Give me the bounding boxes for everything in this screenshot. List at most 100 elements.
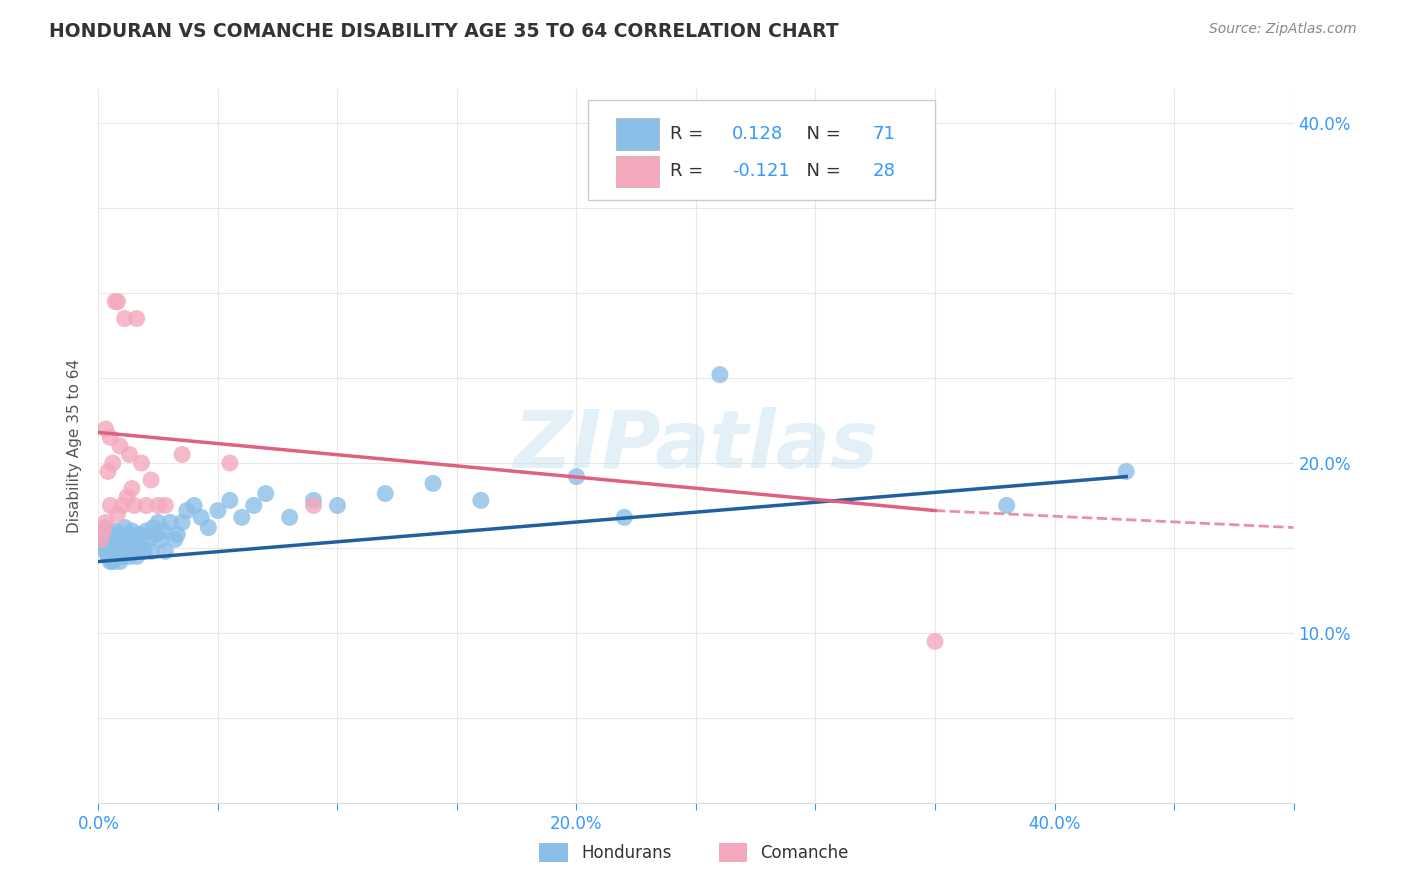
Point: [104, 549, 127, 564]
Point: [98, 555, 122, 569]
Point: [124, 544, 146, 558]
Point: [115, 544, 138, 558]
Point: [172, 448, 194, 462]
Point: [107, 507, 129, 521]
Point: [121, 533, 143, 547]
Text: -0.121: -0.121: [733, 162, 790, 180]
Point: [995, 499, 1018, 513]
Point: [98, 544, 122, 558]
Point: [118, 537, 141, 551]
Point: [149, 533, 172, 547]
Point: [159, 516, 181, 530]
Point: [231, 510, 253, 524]
Point: [172, 516, 194, 530]
Point: [108, 527, 131, 541]
Point: [613, 510, 636, 524]
Point: [115, 527, 138, 541]
Point: [197, 520, 219, 534]
Point: [302, 499, 325, 513]
Point: [114, 311, 136, 326]
Point: [139, 473, 162, 487]
Text: N =: N =: [796, 125, 846, 143]
Point: [125, 311, 148, 326]
Point: [118, 549, 141, 564]
Point: [131, 537, 153, 551]
Point: [183, 499, 205, 513]
Point: [101, 541, 124, 555]
Point: [152, 524, 174, 538]
Point: [97, 537, 120, 551]
Point: [207, 503, 229, 517]
Point: [176, 503, 198, 517]
Text: Comanche: Comanche: [761, 844, 849, 862]
Point: [94, 533, 117, 547]
Point: [94, 422, 117, 436]
Point: [128, 527, 150, 541]
Y-axis label: Disability Age 35 to 64: Disability Age 35 to 64: [67, 359, 83, 533]
Point: [254, 486, 277, 500]
Point: [190, 510, 212, 524]
Point: [135, 499, 157, 513]
Point: [121, 524, 143, 538]
Point: [111, 541, 134, 555]
Point: [118, 448, 141, 462]
Point: [121, 482, 143, 496]
Point: [148, 499, 170, 513]
Point: [107, 294, 129, 309]
Text: 0.128: 0.128: [733, 125, 783, 143]
Point: [422, 476, 444, 491]
Point: [163, 533, 186, 547]
Point: [111, 549, 134, 564]
Point: [107, 544, 129, 558]
Point: [139, 544, 162, 558]
Point: [98, 499, 122, 513]
Point: [132, 544, 155, 558]
Point: [97, 549, 120, 564]
Point: [94, 516, 117, 530]
Point: [155, 544, 177, 558]
Point: [145, 527, 167, 541]
Point: [97, 527, 120, 541]
Text: Hondurans: Hondurans: [581, 844, 672, 862]
Text: R =: R =: [669, 162, 709, 180]
Point: [97, 465, 120, 479]
Point: [114, 520, 136, 534]
Text: N =: N =: [796, 162, 846, 180]
Point: [90, 533, 112, 547]
Point: [91, 524, 114, 538]
Point: [101, 555, 124, 569]
Point: [111, 499, 134, 513]
Point: [278, 510, 301, 524]
Point: [108, 439, 131, 453]
Point: [101, 527, 124, 541]
Text: 71: 71: [873, 125, 896, 143]
Text: HONDURAN VS COMANCHE DISABILITY AGE 35 TO 64 CORRELATION CHART: HONDURAN VS COMANCHE DISABILITY AGE 35 T…: [49, 22, 839, 41]
Text: R =: R =: [669, 125, 709, 143]
FancyBboxPatch shape: [616, 119, 659, 150]
Point: [243, 499, 266, 513]
Text: Source: ZipAtlas.com: Source: ZipAtlas.com: [1209, 22, 1357, 37]
Point: [91, 524, 114, 538]
Point: [142, 520, 165, 534]
FancyBboxPatch shape: [616, 155, 659, 187]
Point: [565, 469, 588, 483]
Point: [104, 524, 127, 538]
Point: [98, 533, 122, 547]
Point: [138, 533, 160, 547]
Point: [166, 527, 188, 541]
Point: [155, 499, 177, 513]
Point: [115, 490, 138, 504]
Point: [470, 493, 492, 508]
Point: [125, 533, 148, 547]
Text: ZIPatlas: ZIPatlas: [513, 407, 879, 485]
Point: [114, 533, 136, 547]
Point: [108, 555, 131, 569]
Point: [125, 549, 148, 564]
Point: [1115, 465, 1137, 479]
Point: [90, 533, 112, 547]
Point: [101, 456, 124, 470]
Point: [219, 456, 242, 470]
Point: [124, 499, 146, 513]
Point: [302, 493, 325, 508]
Point: [131, 456, 153, 470]
